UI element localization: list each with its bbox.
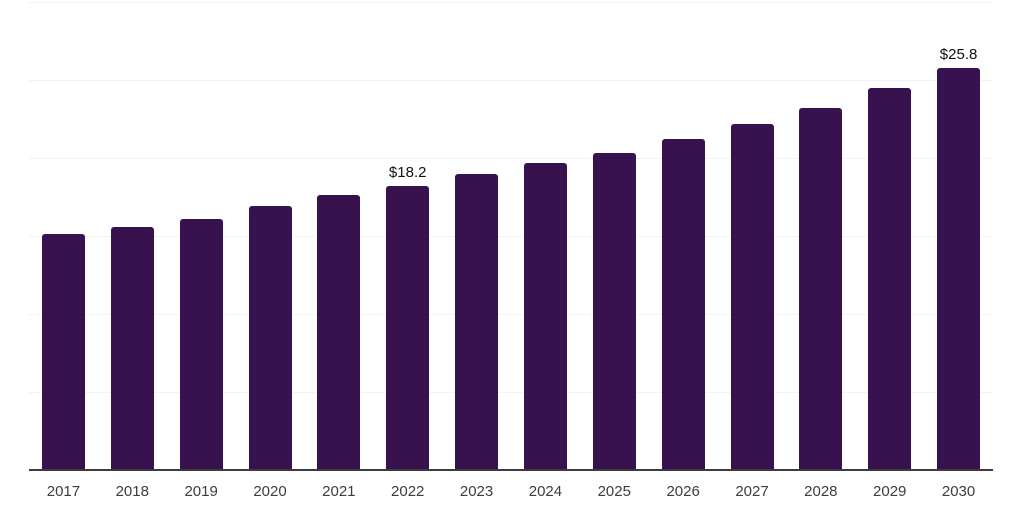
gridline-20 xyxy=(29,158,993,159)
gridline-25 xyxy=(29,80,993,81)
x-tick-label-2021: 2021 xyxy=(322,483,356,500)
bar-2025[interactable] xyxy=(592,153,636,470)
x-tick-label-2023: 2023 xyxy=(459,483,494,500)
gridline-15 xyxy=(29,236,993,237)
x-tick-label-2026: 2026 xyxy=(666,483,700,500)
bar-2020[interactable] xyxy=(248,206,292,470)
x-tick-label-2025: 2025 xyxy=(597,483,631,500)
bar-2021[interactable] xyxy=(317,195,361,470)
bar-2028[interactable] xyxy=(799,108,843,470)
value-label-2022: $18.2 xyxy=(388,164,427,182)
bar-2017[interactable] xyxy=(41,234,85,470)
x-tick-label-2024: 2024 xyxy=(528,483,563,500)
x-tick-label-2027: 2027 xyxy=(735,483,769,500)
gridline-10 xyxy=(29,314,993,315)
bar-2026[interactable] xyxy=(661,139,705,470)
bar-2027[interactable] xyxy=(730,123,774,470)
x-tick-label-2029: 2029 xyxy=(873,483,907,500)
x-tick-label-2017: 2017 xyxy=(46,483,81,500)
bar-2018[interactable] xyxy=(110,226,154,470)
x-tick-label-2028: 2028 xyxy=(804,483,838,500)
x-axis-line xyxy=(29,469,993,471)
x-tick-label-2019: 2019 xyxy=(184,483,218,500)
gridline-30 xyxy=(29,2,993,3)
bar-2030[interactable] xyxy=(937,67,981,470)
value-label-2030: $25.8 xyxy=(939,45,978,63)
x-tick-label-2022: 2022 xyxy=(391,483,425,500)
bar-2019[interactable] xyxy=(179,218,223,470)
gridline-5 xyxy=(29,392,993,393)
bar-2024[interactable] xyxy=(523,162,567,470)
x-tick-label-2020: 2020 xyxy=(253,483,287,500)
x-tick-label-2018: 2018 xyxy=(115,483,149,500)
bar-2029[interactable] xyxy=(868,87,912,470)
x-tick-label-2030: 2030 xyxy=(941,483,976,500)
bar-2023[interactable] xyxy=(455,173,499,470)
bar-2022[interactable] xyxy=(386,186,430,470)
